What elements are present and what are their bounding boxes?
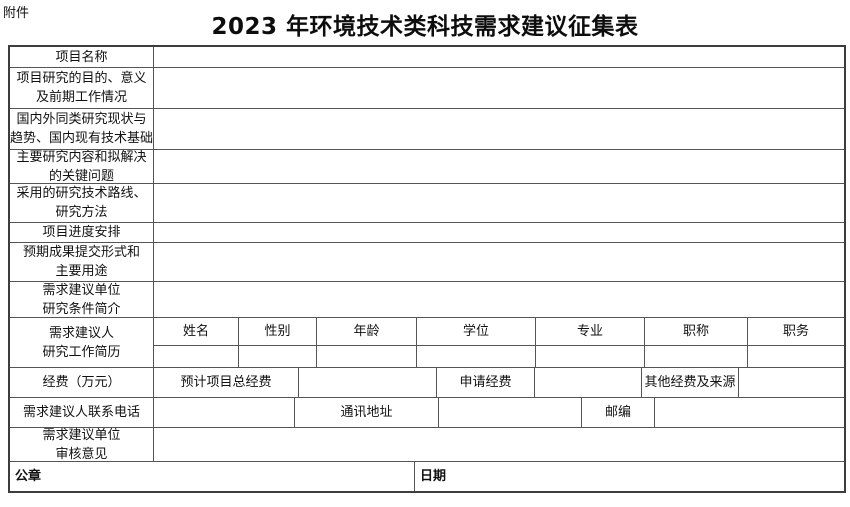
row-approach: 采用的研究技术路线、 研究方法 [10,184,844,223]
row-review: 需求建议单位 审核意见 [10,428,844,462]
proposer-post-input-cell[interactable] [748,346,844,367]
proposer-degree-input-cell[interactable] [417,346,536,367]
proposer-gender-input-cell[interactable] [239,346,317,367]
proposer-label: 需求建议人 研究工作简历 [10,318,154,367]
proposer-col-degree: 学位 [417,318,536,345]
proposer-label-line2: 研究工作简历 [42,344,121,360]
contact-address-label: 通讯地址 [295,398,439,427]
proposer-major-input-cell[interactable] [536,346,645,367]
row-funding: 经费（万元） 预计项目总经费 申请经费 其他经费及来源 [10,368,844,398]
funding-applied-input-cell[interactable] [535,368,642,397]
row-purpose: 项目研究的目的、意义 及前期工作情况 [10,68,844,109]
row-schedule: 项目进度安排 [10,223,844,243]
org-profile-label-line1: 需求建议单位 [42,282,121,298]
purpose-label-line1: 项目研究的目的、意义 [16,71,147,86]
attachment-note: 附件 [3,6,30,21]
form-title: 2023 年环境技术类科技需求建议征集表 [211,14,639,40]
proposer-age-input-cell[interactable] [317,346,417,367]
proposer-header-row: 姓名 性别 年龄 学位 专业 职称 职务 [154,318,844,346]
org-profile-label-line2: 研究条件简介 [42,301,121,317]
review-label: 需求建议单位 审核意见 [10,428,154,461]
outcome-label-line1: 预期成果提交形式和 [22,245,140,260]
row-footer: 公章 日期 [10,462,844,491]
row-research-status: 国内外同类研究现状与 趋势、国内现有技术基础 [10,109,844,150]
org-profile-value-cell[interactable] [154,282,844,317]
approach-label-line1: 采用的研究技术路线、 [16,186,147,201]
proposer-subtable: 姓名 性别 年龄 学位 专业 职称 职务 [154,318,844,367]
date-label: 日期 [420,469,447,484]
date-cell[interactable]: 日期 [415,462,844,491]
org-profile-label: 需求建议单位 研究条件简介 [10,282,154,317]
main-content-label-line1: 主要研究内容和拟解决 [16,150,147,165]
seal-label: 公章 [15,469,42,484]
proposer-col-gender: 性别 [239,318,317,345]
main-content-value-cell[interactable] [154,150,844,183]
schedule-value-cell[interactable] [154,223,844,242]
contact-phone-input-cell[interactable] [154,398,295,427]
purpose-label-line2: 及前期工作情况 [35,90,127,105]
row-main-content: 主要研究内容和拟解决 的关键问题 [10,150,844,184]
proposer-col-age: 年龄 [317,318,417,345]
row-outcome: 预期成果提交形式和 主要用途 [10,243,844,282]
row-org-profile: 需求建议单位 研究条件简介 [10,282,844,318]
funding-label: 经费（万元） [10,368,154,397]
research-status-value-cell[interactable] [154,109,844,149]
contact-zip-input-cell[interactable] [655,398,844,427]
contact-phone-label: 需求建议人联系电话 [10,398,154,427]
approach-value-cell[interactable] [154,184,844,222]
row-contact: 需求建议人联系电话 通讯地址 邮编 [10,398,844,428]
project-name-label: 项目名称 [10,47,154,67]
proposer-col-post: 职务 [782,324,809,339]
proposer-col-name: 姓名 [154,318,239,345]
form-table: 项目名称 项目研究的目的、意义 及前期工作情况 国内外同类研究现状与 趋势、国内… [8,45,846,493]
proposer-label-line1: 需求建议人 [48,325,114,341]
review-label-line1: 需求建议单位 [42,428,121,443]
row-project-name: 项目名称 [10,47,844,68]
funding-other-input-cell[interactable] [739,368,844,397]
proposer-col-title: 职称 [645,318,748,345]
row-proposer: 需求建议人 研究工作简历 姓名 性别 年龄 学位 专业 职称 职务 [10,318,844,368]
schedule-label: 项目进度安排 [10,223,154,242]
funding-other-label: 其他经费及来源 [642,368,739,397]
funding-applied-label: 申请经费 [437,368,535,397]
purpose-label: 项目研究的目的、意义 及前期工作情况 [10,68,154,108]
outcome-value-cell[interactable] [154,243,844,281]
review-value-cell[interactable] [154,428,844,461]
proposer-input-row [154,346,844,367]
main-content-label-line2: 的关键问题 [48,168,114,184]
research-status-label: 国内外同类研究现状与 趋势、国内现有技术基础 [10,109,154,149]
funding-total-label: 预计项目总经费 [154,368,299,397]
review-label-line2: 审核意见 [55,446,108,462]
approach-label-line2: 研究方法 [55,205,108,220]
research-status-label-line1: 国内外同类研究现状与 [16,112,147,127]
project-name-value-cell[interactable] [154,47,844,67]
proposer-title-input-cell[interactable] [645,346,748,367]
approach-label: 采用的研究技术路线、 研究方法 [10,184,154,222]
research-status-label-line2: 趋势、国内现有技术基础 [10,131,154,146]
seal-cell[interactable]: 公章 [10,462,415,491]
proposer-name-input-cell[interactable] [154,346,239,367]
purpose-value-cell[interactable] [154,68,844,108]
outcome-label-line2: 主要用途 [55,264,108,279]
main-content-label: 主要研究内容和拟解决 的关键问题 [10,150,154,183]
outcome-label: 预期成果提交形式和 主要用途 [10,243,154,281]
funding-total-input-cell[interactable] [299,368,437,397]
contact-zip-label: 邮编 [582,398,655,427]
contact-address-input-cell[interactable] [439,398,582,427]
proposer-col-major: 专业 [536,318,645,345]
